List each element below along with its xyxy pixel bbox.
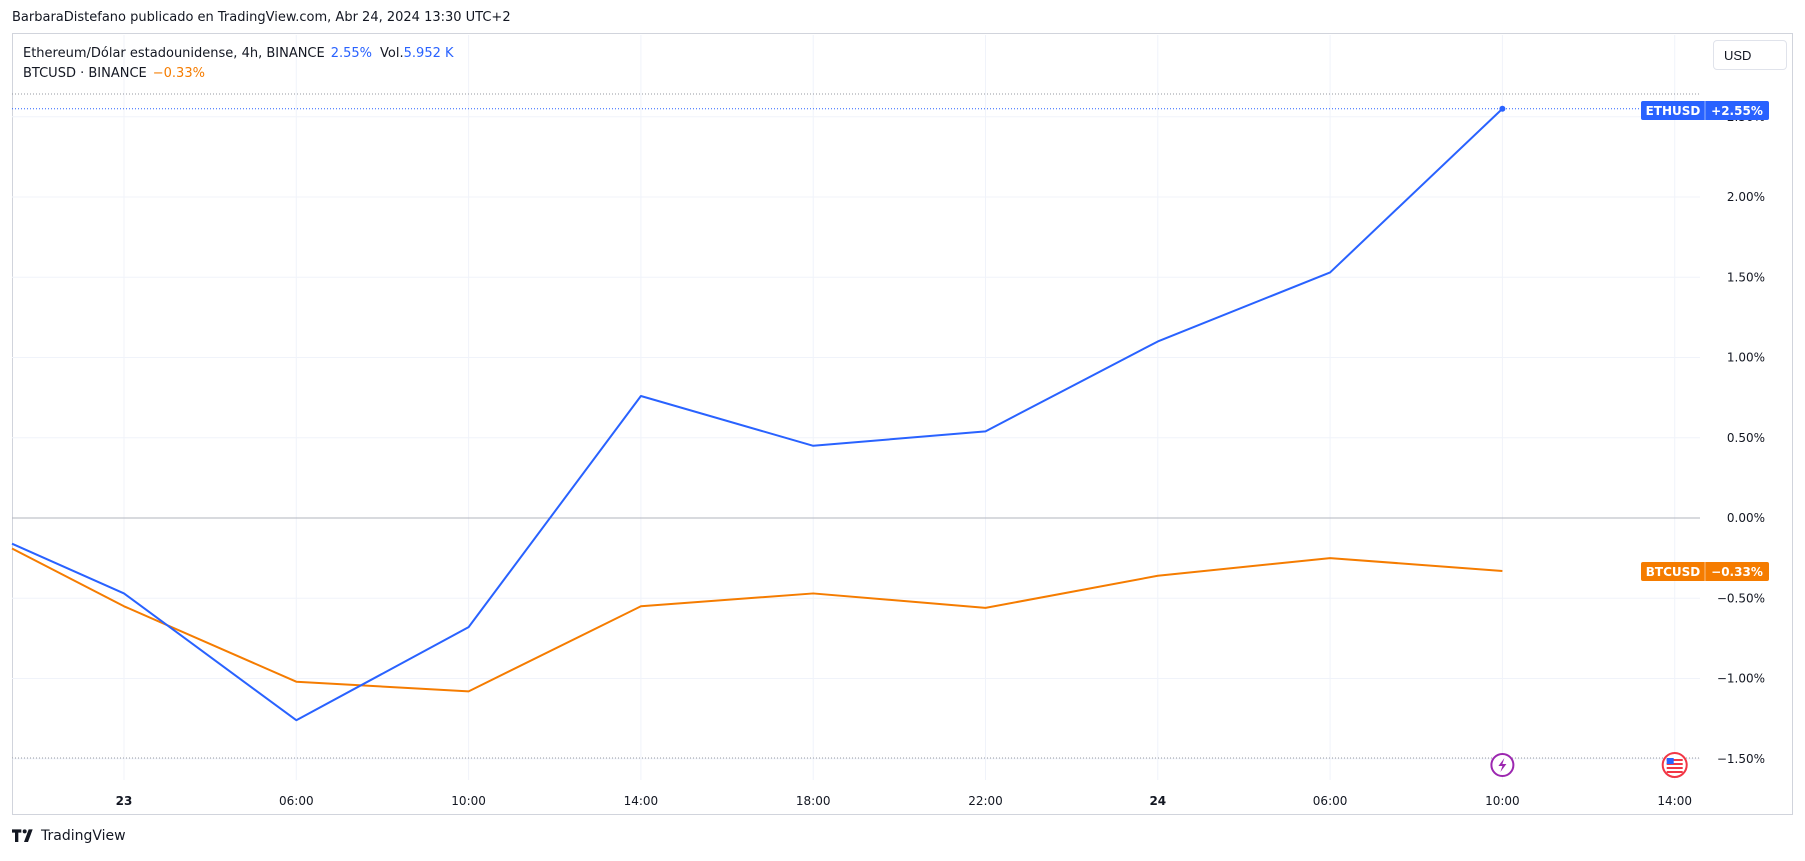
flash-event-bolt <box>1498 758 1507 772</box>
us-flag-stripe <box>1666 767 1683 769</box>
price-tag-symbol: ETHUSD <box>1646 104 1701 118</box>
series-line-btcusd <box>11 547 1503 693</box>
y-tick-label: −1.50% <box>1717 752 1765 766</box>
legend-row-btc[interactable]: BTCUSD · BINANCE −0.33% <box>23 64 454 84</box>
y-tick-label: 1.00% <box>1727 351 1765 365</box>
y-tick-label: 0.00% <box>1727 511 1765 525</box>
x-tick-label: 06:00 <box>1313 794 1348 808</box>
x-tick-label: 24 <box>1149 794 1166 808</box>
chart-legend: Ethereum/Dólar estadounidense, 4h, BINAN… <box>23 44 454 84</box>
x-tick-label: 06:00 <box>279 794 314 808</box>
btc-symbol-label: BTCUSD · BINANCE <box>23 66 147 81</box>
price-tag-value: −0.33% <box>1711 565 1763 579</box>
price-tag-btcusd: BTCUSD −0.33% <box>1641 562 1769 581</box>
eth-volume-label: Vol. <box>380 46 404 61</box>
footer-brand-label: TradingView <box>41 828 126 844</box>
eth-volume-value: 5.952 K <box>403 46 454 61</box>
us-flag-stripe <box>1666 763 1683 765</box>
chart-frame <box>12 33 1793 815</box>
y-tick-label: 2.00% <box>1727 190 1765 204</box>
x-tick-label: 23 <box>116 794 133 808</box>
y-tick-label: 0.50% <box>1727 431 1765 445</box>
price-tag-value: +2.55% <box>1711 104 1763 118</box>
published-line: BarbaraDistefano publicado en TradingVie… <box>12 10 511 25</box>
eth-change-value: 2.55% <box>330 46 373 61</box>
y-tick-label: −0.50% <box>1717 591 1765 605</box>
price-tag-symbol: BTCUSD <box>1646 565 1701 579</box>
series-line-ethusd <box>11 108 1504 722</box>
x-tick-label: 10:00 <box>1485 794 1520 808</box>
x-tick-label: 14:00 <box>1657 794 1692 808</box>
legend-row-eth[interactable]: Ethereum/Dólar estadounidense, 4h, BINAN… <box>23 44 454 64</box>
eth-last-point <box>1499 105 1506 112</box>
us-flag-stripe <box>1666 771 1683 773</box>
currency-button[interactable]: USD <box>1713 40 1787 70</box>
us-flag-event-icon <box>1661 752 1688 778</box>
footer-brand[interactable]: TradingView <box>12 828 126 844</box>
y-tick-label: −1.00% <box>1717 672 1765 686</box>
tradingview-logo-icon <box>12 829 33 842</box>
y-tick-label: 1.50% <box>1727 270 1765 284</box>
eth-symbol-label: Ethereum/Dólar estadounidense, 4h, BINAN… <box>23 46 325 61</box>
x-tick-label: 22:00 <box>968 794 1003 808</box>
x-tick-label: 18:00 <box>796 794 831 808</box>
price-tag-ethusd: ETHUSD +2.55% <box>1641 101 1769 120</box>
x-tick-label: 10:00 <box>451 794 486 808</box>
us-flag-canton <box>1666 758 1674 764</box>
btc-change-value: −0.33% <box>152 66 205 81</box>
us-flag-stripe <box>1666 759 1683 761</box>
x-tick-label: 14:00 <box>624 794 659 808</box>
flash-event-icon <box>1490 753 1515 777</box>
